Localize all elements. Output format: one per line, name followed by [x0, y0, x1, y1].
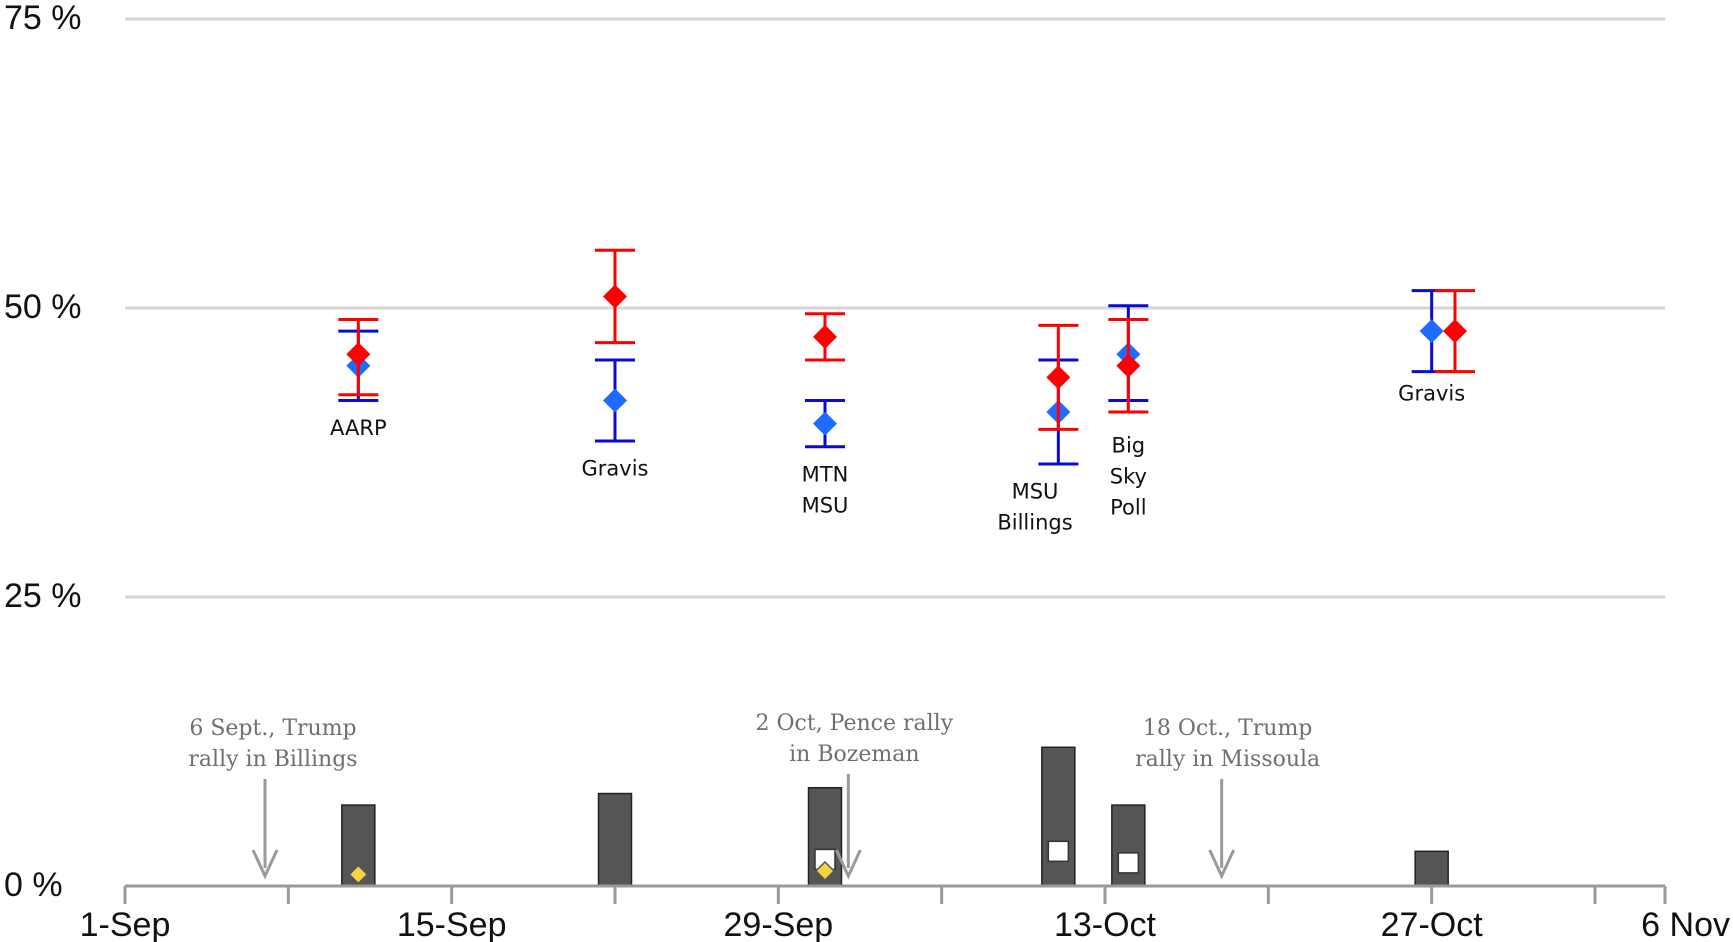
y-axis: 0 % 25 % 50 % 75 %: [4, 0, 82, 904]
annotation-text: 18 Oct., Trump: [1143, 716, 1312, 741]
y-tick-label: 75 %: [4, 0, 82, 37]
x-tick-label: 29-Sep: [724, 906, 834, 942]
poll-point: [603, 388, 627, 413]
poll-label: AARP: [330, 416, 387, 440]
bar: [1041, 746, 1076, 887]
poll-series-group: [338, 289, 1452, 466]
poll-point: [603, 284, 627, 309]
poll-label: MSU: [802, 493, 849, 517]
annotation-arrow-head: [834, 849, 862, 880]
annotation-arrow-head: [1208, 849, 1236, 880]
poll-label: Billings: [997, 511, 1072, 535]
poll-series-group: [338, 248, 1475, 431]
poll-point: [813, 411, 837, 436]
poll-label: MTN: [802, 462, 849, 486]
x-tick-label: 6 Nov: [1641, 906, 1730, 942]
x-tick-label: 15-Sep: [397, 906, 507, 942]
bar-square-marker: [1117, 852, 1140, 874]
y-tick-label: 50 %: [4, 288, 82, 326]
poll-label: Poll: [1110, 496, 1146, 520]
annotation-text: 2 Oct, Pence rally: [756, 711, 954, 736]
poll-label: Gravis: [582, 457, 649, 481]
bar: [1414, 850, 1449, 887]
bar: [597, 792, 633, 887]
x-tick-label: 27-Oct: [1381, 906, 1484, 942]
poll-point: [1419, 319, 1444, 344]
bar-diamond-marker: [348, 864, 369, 885]
event-annotation: 2 Oct, Pence rally in Bozeman: [756, 711, 954, 880]
y-tick-label: 25 %: [4, 577, 82, 615]
poll-series: [338, 248, 1475, 466]
event-annotation: 18 Oct., Trump rally in Missoula: [1135, 716, 1320, 880]
poll-labels: AARP Gravis MTN MSU MSU Billings Big Sky Poll Gra…: [330, 381, 1465, 534]
gridlines: [125, 17, 1665, 599]
bar: [1111, 804, 1146, 887]
event-annotations: 6 Sept., Trump rally in Billings 2 Oct, Pe…: [188, 711, 1320, 880]
poll-point: [1443, 319, 1467, 344]
annotation-arrow-head: [251, 849, 279, 880]
annotation-text: in Bozeman: [789, 742, 919, 767]
x-tick-label: 13-Oct: [1054, 906, 1157, 942]
poll-label: Gravis: [1398, 381, 1465, 405]
poll-point: [346, 342, 371, 367]
bar-markers: [348, 840, 1140, 885]
annotation-text: rally in Missoula: [1135, 747, 1320, 772]
poll-label: Sky: [1110, 465, 1147, 489]
annotation-text: 6 Sept., Trump: [189, 716, 356, 741]
bar-square-marker: [1047, 840, 1070, 863]
poll-label: Big: [1112, 434, 1146, 458]
annotation-text: rally in Billings: [188, 747, 357, 772]
poll-label: MSU: [1012, 480, 1059, 504]
bar-diamond-marker: [814, 860, 836, 882]
poll-point: [813, 324, 837, 349]
x-axis: 1-Sep 15-Sep 29-Sep 13-Oct 27-Oct 6 Nov: [80, 884, 1730, 942]
x-tick-label: 1-Sep: [80, 906, 171, 942]
poll-point: [1046, 365, 1071, 390]
poll-point: [1116, 353, 1141, 378]
event-annotation: 6 Sept., Trump rally in Billings: [188, 716, 358, 880]
y-tick-label: 0 %: [4, 866, 63, 904]
